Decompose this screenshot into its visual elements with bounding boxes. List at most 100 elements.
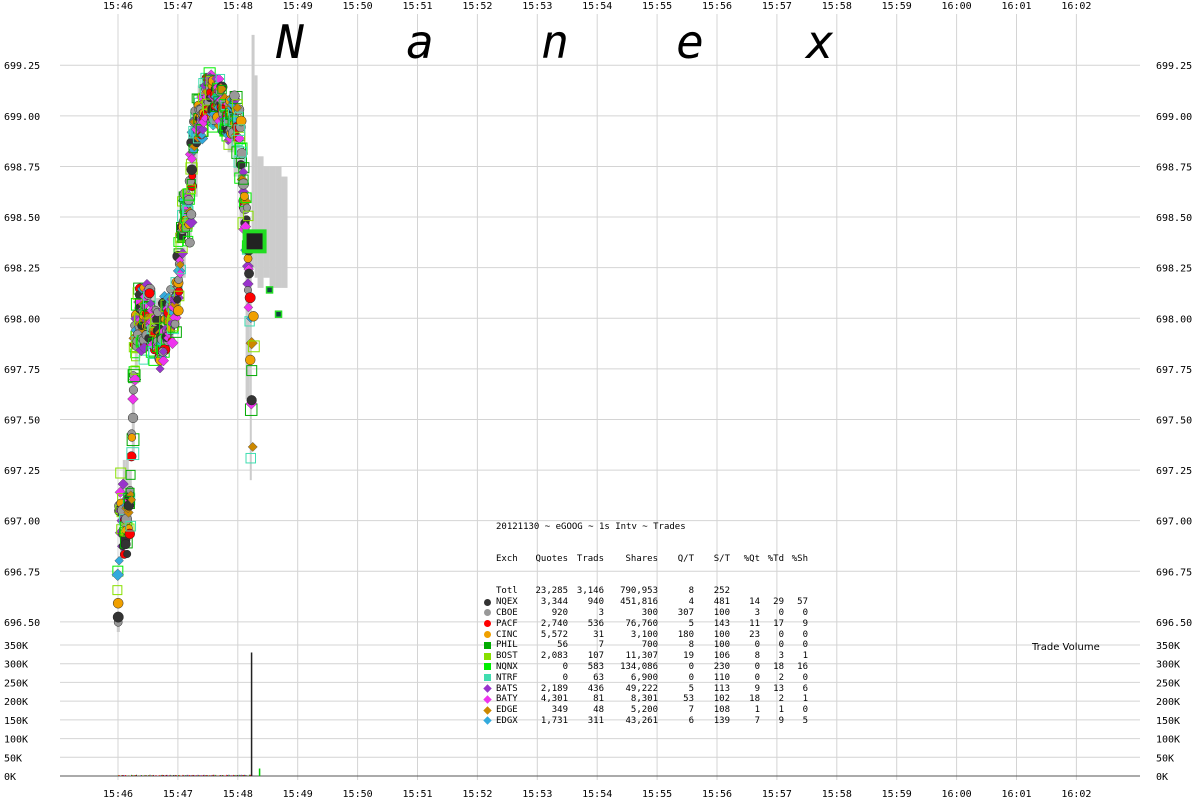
legend-row: EDGE 349 48 5,200 7 108 1 1 0	[482, 705, 808, 716]
x-tick-label-bottom: 15:53	[522, 789, 552, 800]
legend-header-cell: Shares	[625, 553, 658, 564]
trade-marker	[197, 130, 207, 140]
legend-cell: BOST	[496, 651, 518, 662]
trade-marker	[112, 585, 123, 596]
legend-cell: 113	[713, 683, 730, 694]
legend-cell: 0	[778, 607, 784, 618]
legend-cell: 252	[713, 586, 730, 597]
legend-cell: 100	[713, 640, 730, 651]
trade-marker	[173, 305, 184, 316]
legend-cell: 8	[688, 640, 694, 651]
price-tick-label-right: 699.25	[1156, 61, 1192, 72]
trade-marker	[166, 285, 175, 294]
legend-cell: 53	[683, 694, 694, 705]
legend-cell: 9	[754, 683, 760, 694]
trade-marker	[111, 568, 125, 582]
legend-header-cell: %Qt	[743, 553, 760, 564]
spread-band-segment	[263, 166, 270, 278]
legend-cell: 0	[562, 661, 568, 672]
trade-marker	[229, 90, 240, 101]
legend-cell: 81	[593, 694, 604, 705]
exchange-legend: 20121130 ~ eGOOG ~ 1s Intv ~ Trades Exch…	[482, 500, 808, 748]
legend-header-cell: Exch	[496, 553, 518, 564]
legend-cell: 56	[557, 640, 568, 651]
legend-cell: 7	[688, 705, 694, 716]
legend-row: BATY 4,301 81 8,301 53 102 18 2 1	[482, 694, 808, 705]
legend-cell: 583	[587, 661, 604, 672]
price-tick-label-left: 699.25	[4, 61, 40, 72]
legend-row: BATS 2,189 436 49,222 5 113 9 13 6	[482, 684, 808, 695]
trade-marker	[127, 433, 137, 442]
x-tick-label-top: 15:54	[582, 1, 612, 12]
legend-cell: 7	[754, 715, 760, 726]
trade-marker	[244, 268, 254, 279]
legend-cell: 5	[802, 715, 808, 726]
volume-tick-label-right: 100K	[1156, 735, 1180, 746]
trade-marker	[170, 319, 180, 329]
legend-cell: 3	[778, 651, 784, 662]
legend-header-cell: S/T	[713, 553, 730, 564]
x-tick-label-top: 15:48	[223, 1, 253, 12]
legend-cell: 0	[802, 629, 808, 640]
legend-cell: 436	[587, 683, 604, 694]
legend-cell: 349	[551, 705, 568, 716]
legend-row: NQNX 0 583 134,086 0 230 0 18 16	[482, 662, 808, 673]
legend-cell: 0	[754, 672, 760, 683]
trade-marker	[233, 124, 246, 136]
legend-cell: 23	[749, 629, 760, 640]
x-tick-label-bottom: 16:00	[942, 789, 972, 800]
trade-marker	[186, 153, 197, 164]
legend-cell: 6,900	[630, 672, 658, 683]
legend-cell: 536	[587, 618, 604, 629]
volume-tick-label-right: 50K	[1156, 753, 1174, 764]
legend-symbol	[482, 619, 496, 629]
legend-cell: 8,301	[630, 694, 658, 705]
legend-cell: 2,740	[540, 618, 568, 629]
watermark-letter: N	[275, 15, 304, 69]
legend-cell: 0	[802, 607, 808, 618]
volume-tick-label-left: 150K	[4, 716, 28, 727]
trade-marker	[125, 520, 137, 532]
x-tick-label-top: 15:53	[522, 1, 552, 12]
legend-cell: 3,100	[630, 629, 658, 640]
legend-header-cell: Trads	[576, 553, 604, 564]
legend-cell: 1,731	[540, 715, 568, 726]
price-tick-label-left: 697.00	[4, 517, 40, 528]
legend-cell: 29	[773, 597, 784, 608]
legend-row: PACF 2,740 536 76,760 5 143 11 17 9	[482, 619, 808, 630]
legend-cell: 481	[713, 597, 730, 608]
trade-marker	[128, 373, 142, 386]
volume-tick-label-left: 0K	[4, 772, 16, 783]
trade-marker	[127, 412, 139, 424]
volume-tick-label-left: 300K	[4, 660, 28, 671]
price-tick-label-left: 697.25	[4, 466, 40, 477]
trade-marker	[186, 209, 197, 220]
legend-cell: 700	[641, 640, 658, 651]
spread-band-segment	[275, 166, 282, 288]
trade-marker	[158, 347, 168, 356]
trade-marker	[248, 311, 259, 322]
legend-cell: 5,572	[540, 629, 568, 640]
x-tick-label-top: 15:51	[402, 1, 432, 12]
legend-cell: 4	[688, 597, 694, 608]
price-tick-label-left: 699.00	[4, 112, 40, 123]
trade-marker	[127, 495, 137, 505]
volume-tick-label-right: 350K	[1156, 641, 1180, 652]
price-tick-label-right: 696.75	[1156, 567, 1192, 578]
trade-marker	[245, 452, 257, 464]
trade-marker	[238, 174, 249, 185]
legend-cell: 100	[713, 629, 730, 640]
legend-cell: 23,285	[535, 586, 568, 597]
trade-marker	[138, 354, 149, 365]
trade-marker	[177, 248, 189, 259]
x-tick-label-bottom: 15:59	[882, 789, 912, 800]
legend-symbol	[482, 587, 496, 597]
trade-marker	[120, 539, 131, 550]
legend-header-cell: Q/T	[677, 553, 694, 564]
x-tick-label-top: 15:56	[702, 1, 732, 12]
x-tick-label-top: 15:50	[343, 1, 373, 12]
trade-marker	[144, 288, 155, 299]
x-tick-label-bottom: 15:54	[582, 789, 612, 800]
